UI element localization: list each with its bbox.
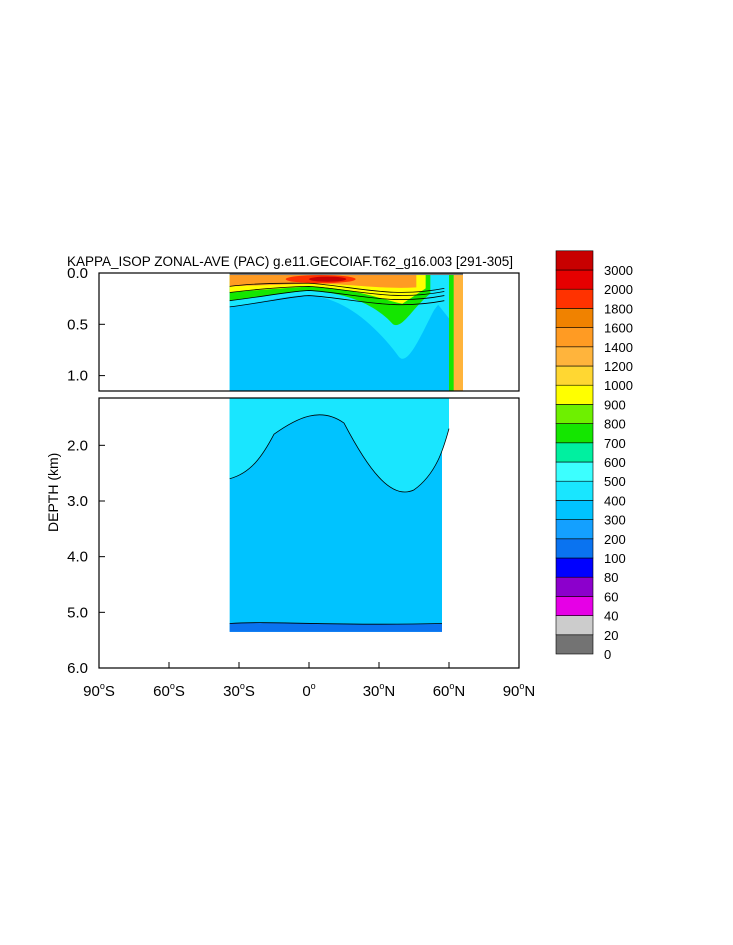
colorbar-label-3: 60 (604, 589, 618, 604)
colorbar-label-10: 600 (604, 455, 626, 470)
colorbar-swatch-2 (555, 596, 594, 616)
colorbar-label-15: 1200 (604, 359, 633, 374)
colorbar-swatch-17 (555, 308, 594, 328)
x-tick-label-3: 0o (302, 681, 315, 700)
colorbar-swatch-0 (555, 634, 594, 655)
y-tick-lower-label-0: 2.0 (67, 437, 88, 454)
colorbar-label-5: 100 (604, 551, 626, 566)
colorbar-swatch-11 (555, 423, 594, 444)
colorbar-swatch-6 (555, 519, 594, 540)
colorbar-label-7: 300 (604, 513, 626, 528)
x-tick-label-4: 30oN (363, 681, 396, 700)
colorbar-swatch-12 (555, 404, 594, 424)
colorbar-swatch-14 (555, 365, 594, 386)
colorbar-label-9: 500 (604, 474, 626, 489)
y-tick-lower-label-2: 4.0 (67, 549, 88, 566)
colorbar-swatch-5 (555, 538, 594, 559)
colorbar-swatch-8 (555, 480, 594, 501)
x-tick-label-5: 60oN (433, 681, 466, 700)
y-axis-label: DEPTH (km) (45, 453, 61, 532)
colorbar-label-4: 80 (604, 570, 618, 585)
x-tick-label-6: 90oN (503, 681, 536, 700)
colorbar-swatch-20 (555, 250, 594, 271)
colorbar-label-20: 3000 (604, 263, 633, 278)
contour-upper-1 (229, 290, 445, 302)
colorbar-swatch-15 (555, 346, 594, 367)
chart-title: KAPPA_ISOP ZONAL-AVE (PAC) g.e11.GECOIAF… (67, 254, 513, 269)
colorbar-label-14: 1000 (604, 378, 633, 393)
y-tick-upper-label-2: 1.0 (67, 368, 88, 385)
y-tick-lower-label-3: 5.0 (67, 604, 88, 621)
x-tick-label-1: 60oS (153, 681, 185, 700)
contour-upper-0 (229, 295, 445, 308)
colorbar-label-12: 800 (604, 417, 626, 432)
colorbar-swatch-16 (555, 327, 594, 348)
colorbar-label-1: 20 (604, 628, 618, 643)
lower-panel (98, 397, 520, 669)
colorbar-label-16: 1400 (604, 340, 633, 355)
colorbar-swatch-3 (555, 576, 594, 597)
colorbar-swatch-19 (555, 269, 594, 290)
colorbar-label-8: 400 (604, 493, 626, 508)
contour-upper-2 (229, 285, 445, 296)
colorbar-swatch-1 (555, 615, 594, 636)
lower-panel-field (229, 398, 450, 632)
upper-panel-frame (98, 272, 520, 392)
colorbar-swatch-18 (555, 288, 594, 309)
upper-panel-field (229, 273, 463, 391)
x-tick-label-2: 30oS (223, 681, 255, 700)
y-tick-upper-label-1: 0.5 (67, 316, 88, 333)
colorbar-swatch-9 (555, 461, 594, 482)
colorbar: 0 20 40 60 80 100 200 300 400 500 600 700 800 900 1000… (555, 250, 633, 662)
field-lower-300-400 (229, 398, 449, 493)
colorbar-label-19: 2000 (604, 282, 633, 297)
field-lower-land-mask (442, 473, 449, 632)
colorbar-swatch-7 (555, 500, 594, 520)
colorbar-label-0: 0 (604, 647, 611, 662)
y-tick-lower-label-1: 3.0 (67, 493, 88, 510)
colorbar-label-2: 40 (604, 609, 618, 624)
colorbar-label-6: 200 (604, 532, 626, 547)
field-upper-3000 (309, 276, 347, 282)
colorbar-label-11: 700 (604, 436, 626, 451)
contour-upper-3 (229, 282, 445, 293)
colorbar-swatch-4 (555, 557, 594, 578)
field-upper-300-400 (229, 295, 454, 391)
colorbar-label-17: 1600 (604, 321, 633, 336)
y-tick-upper-label-0: 0.0 (67, 265, 88, 282)
field-lower-100-200 (229, 622, 442, 632)
colorbar-swatch-13 (555, 384, 594, 405)
colorbar-label-13: 900 (604, 397, 626, 412)
contour-lower-300 (229, 414, 450, 493)
upper-panel (98, 272, 520, 392)
field-upper-surface-layer (229, 273, 463, 276)
field-upper-eastern-edge (453, 273, 463, 391)
axis-ticks: 90oS 60oS 30oS 0o 30oN 60oN 90oN 0.0 0.5 1.0 2.0 3.… (67, 265, 535, 700)
colorbar-swatch-10 (555, 442, 594, 463)
y-tick-lower-label-4: 6.0 (67, 660, 88, 677)
colorbar-label-18: 1800 (604, 301, 633, 316)
x-tick-label-0: 90oS (83, 681, 115, 700)
contour-lower-200 (229, 622, 443, 625)
